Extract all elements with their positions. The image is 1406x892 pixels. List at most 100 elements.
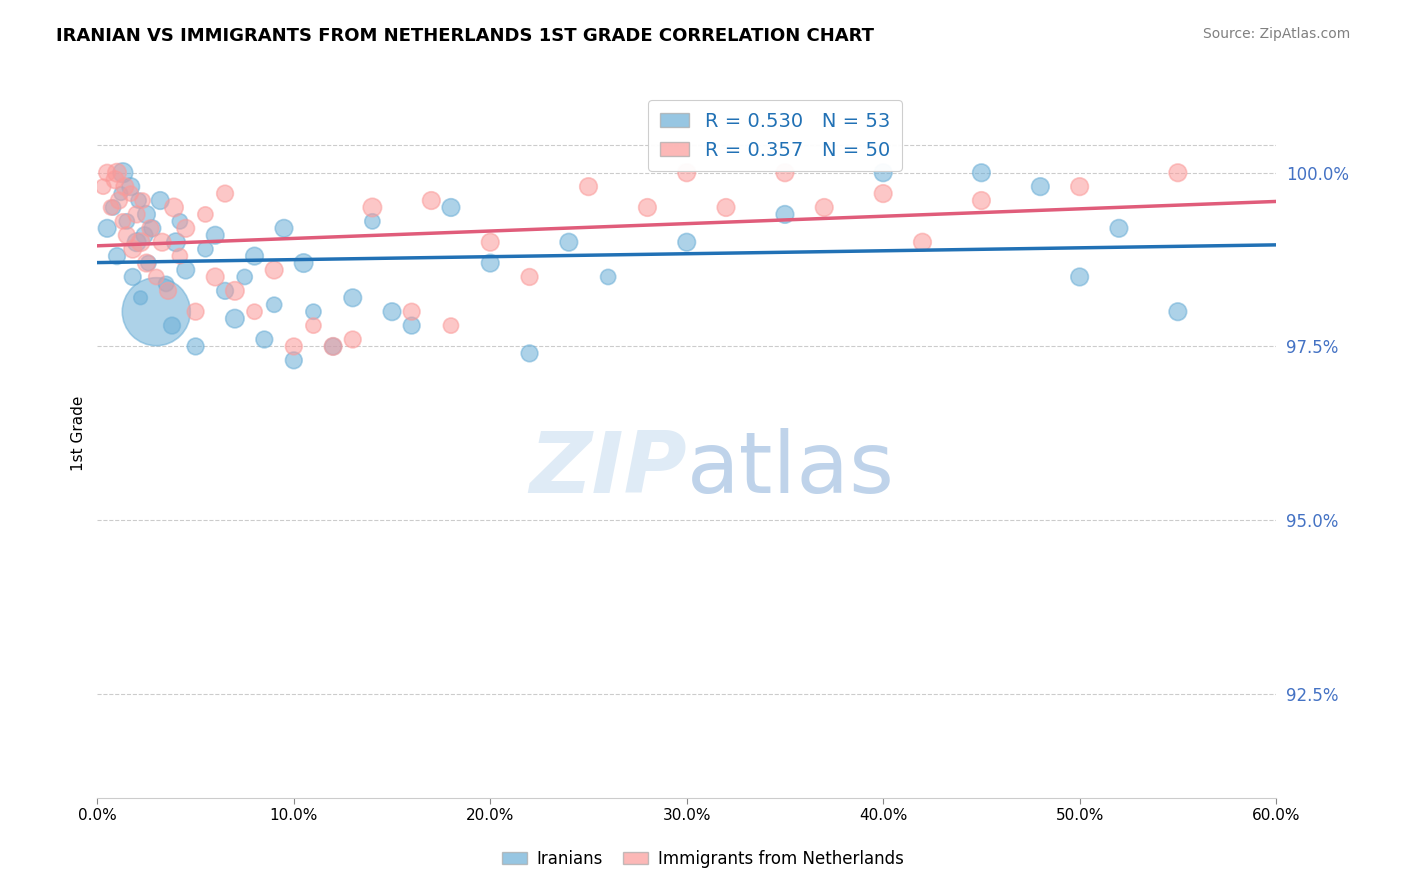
Point: [174, 263, 197, 277]
Point: [96, 166, 118, 180]
Point: [273, 221, 295, 235]
Point: [134, 228, 156, 243]
Point: [194, 207, 217, 221]
Point: [558, 235, 581, 250]
Point: [519, 269, 541, 284]
Point: [420, 194, 443, 208]
Point: [141, 221, 163, 235]
Point: [342, 333, 364, 347]
Point: [145, 304, 167, 318]
Point: [302, 318, 325, 333]
Point: [675, 166, 697, 180]
Point: [115, 214, 138, 228]
Point: [401, 318, 423, 333]
Point: [401, 304, 423, 318]
Point: [361, 214, 384, 228]
Point: [243, 249, 266, 263]
Point: [129, 235, 152, 250]
Point: [214, 284, 236, 298]
Point: [675, 235, 697, 250]
Point: [204, 269, 226, 284]
Point: [224, 311, 246, 326]
Point: [128, 194, 150, 208]
Point: [479, 235, 502, 250]
Point: [911, 235, 934, 250]
Point: [91, 179, 114, 194]
Legend: R = 0.530   N = 53, R = 0.357   N = 50: R = 0.530 N = 53, R = 0.357 N = 50: [648, 100, 901, 171]
Y-axis label: 1st Grade: 1st Grade: [72, 396, 86, 471]
Point: [139, 221, 162, 235]
Point: [114, 179, 136, 194]
Point: [440, 318, 463, 333]
Point: [104, 172, 127, 186]
Point: [129, 291, 152, 305]
Point: [322, 339, 344, 353]
Point: [773, 166, 796, 180]
Point: [194, 242, 217, 256]
Point: [135, 256, 157, 270]
Point: [1069, 179, 1091, 194]
Point: [283, 339, 305, 353]
Point: [96, 221, 118, 235]
Point: [970, 166, 993, 180]
Point: [970, 194, 993, 208]
Point: [519, 346, 541, 360]
Point: [131, 194, 153, 208]
Point: [100, 201, 122, 215]
Point: [149, 194, 172, 208]
Point: [135, 207, 157, 221]
Point: [636, 201, 658, 215]
Point: [120, 179, 142, 194]
Point: [111, 166, 134, 180]
Point: [224, 284, 246, 298]
Point: [214, 186, 236, 201]
Point: [302, 304, 325, 318]
Point: [263, 263, 285, 277]
Point: [872, 186, 894, 201]
Point: [1069, 269, 1091, 284]
Text: atlas: atlas: [686, 428, 894, 511]
Text: Source: ZipAtlas.com: Source: ZipAtlas.com: [1202, 27, 1350, 41]
Text: IRANIAN VS IMMIGRANTS FROM NETHERLANDS 1ST GRADE CORRELATION CHART: IRANIAN VS IMMIGRANTS FROM NETHERLANDS 1…: [56, 27, 875, 45]
Point: [813, 201, 835, 215]
Point: [121, 242, 143, 256]
Point: [440, 201, 463, 215]
Point: [105, 166, 128, 180]
Point: [125, 207, 148, 221]
Text: ZIP: ZIP: [529, 428, 686, 511]
Point: [125, 235, 148, 250]
Point: [157, 284, 180, 298]
Point: [150, 235, 173, 250]
Point: [165, 235, 187, 250]
Point: [283, 353, 305, 368]
Point: [138, 256, 160, 270]
Point: [121, 269, 143, 284]
Point: [108, 194, 131, 208]
Point: [381, 304, 404, 318]
Point: [361, 201, 384, 215]
Point: [101, 201, 124, 215]
Point: [253, 333, 276, 347]
Point: [1029, 179, 1052, 194]
Point: [243, 304, 266, 318]
Point: [169, 214, 191, 228]
Point: [169, 249, 191, 263]
Point: [263, 298, 285, 312]
Legend: Iranians, Immigrants from Netherlands: Iranians, Immigrants from Netherlands: [495, 844, 911, 875]
Point: [120, 186, 142, 201]
Point: [145, 269, 167, 284]
Point: [1167, 304, 1189, 318]
Point: [204, 228, 226, 243]
Point: [292, 256, 315, 270]
Point: [155, 277, 177, 291]
Point: [160, 318, 183, 333]
Point: [111, 214, 134, 228]
Point: [163, 201, 186, 215]
Point: [773, 207, 796, 221]
Point: [479, 256, 502, 270]
Point: [872, 166, 894, 180]
Point: [184, 339, 207, 353]
Point: [105, 249, 128, 263]
Point: [184, 304, 207, 318]
Point: [174, 221, 197, 235]
